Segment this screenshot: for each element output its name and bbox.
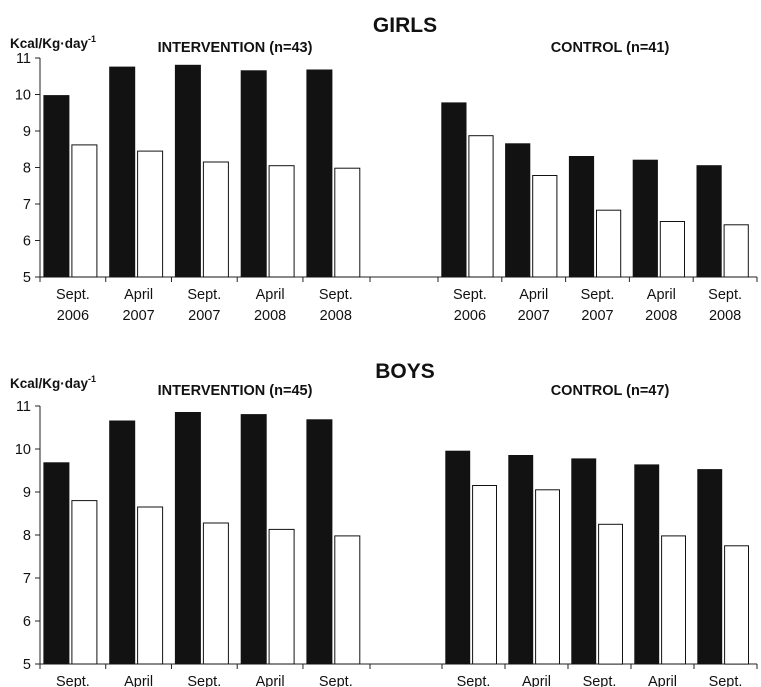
- bar-light: [334, 167, 361, 278]
- bar-dark: [697, 469, 723, 665]
- bar-light: [596, 209, 622, 278]
- bar-dark: [174, 64, 201, 278]
- x-category-label: April: [519, 287, 548, 303]
- x-category-label: 2007: [581, 308, 613, 324]
- bar-dark: [43, 95, 70, 278]
- bar-dark: [508, 455, 534, 665]
- x-category-label: 2007: [122, 308, 154, 324]
- y-tick-label: 8: [23, 528, 31, 544]
- bar-light: [661, 535, 686, 665]
- bar-dark: [43, 462, 70, 665]
- x-category-label: Sept.: [581, 287, 615, 303]
- y-axis-label: Kcal/Kg·day-1: [10, 34, 96, 51]
- y-tick-label: 6: [23, 234, 31, 250]
- bar-light: [137, 506, 164, 665]
- x-category-label: Sept.: [453, 287, 487, 303]
- bar-group-control: CONTROL (n=47)Sept.2006April2007Sept.200…: [441, 383, 758, 687]
- x-category-label: April: [124, 674, 153, 687]
- y-axis-label: Kcal/Kg·day-1: [10, 374, 96, 391]
- x-category-label: 2007: [518, 308, 550, 324]
- bar-light: [468, 135, 494, 278]
- bar-light: [535, 489, 560, 665]
- bar-light: [724, 545, 749, 665]
- bar-light: [71, 144, 98, 278]
- bar-light: [202, 161, 229, 278]
- bar-light: [71, 500, 98, 665]
- x-category-label: Sept.: [457, 674, 491, 687]
- y-tick-label: 5: [23, 657, 31, 673]
- y-tick-label: 11: [16, 51, 31, 67]
- x-category-label: 2006: [454, 308, 486, 324]
- chart-title: GIRLS: [373, 14, 437, 37]
- bar-light: [268, 165, 295, 278]
- group-label: CONTROL (n=41): [551, 40, 670, 56]
- group-label: INTERVENTION (n=43): [158, 40, 313, 56]
- x-category-label: 2006: [57, 308, 89, 324]
- y-tick-label: 7: [23, 571, 31, 587]
- x-category-label: April: [648, 674, 677, 687]
- x-category-label: April: [124, 287, 153, 303]
- x-category-label: Sept.: [56, 674, 90, 687]
- y-tick-label: 11: [16, 399, 31, 415]
- x-category-label: 2008: [645, 308, 677, 324]
- y-tick-label: 8: [23, 161, 31, 177]
- bar-light: [472, 485, 498, 665]
- bar-dark: [174, 412, 201, 665]
- y-tick-label: 10: [15, 88, 31, 104]
- x-category-label: 2008: [254, 308, 286, 324]
- x-category-label: Sept.: [56, 287, 90, 303]
- x-category-label: Sept.: [319, 287, 353, 303]
- x-category-label: 2007: [188, 308, 220, 324]
- bar-light: [268, 528, 295, 665]
- chart-title: BOYS: [375, 360, 435, 383]
- bar-light: [723, 224, 749, 278]
- bar-dark: [240, 414, 267, 665]
- x-category-label: April: [256, 674, 285, 687]
- chart-panel-girls: GIRLS Kcal/Kg·day-1 5 6 7 8 9 10 11 INTERVENTION …: [10, 14, 758, 324]
- y-tick-label: 9: [23, 485, 31, 501]
- bar-dark: [634, 464, 660, 665]
- x-category-label: Sept.: [709, 674, 743, 687]
- x-category-label: 2008: [709, 308, 741, 324]
- bar-light: [334, 535, 361, 665]
- y-tick-label: 9: [23, 124, 31, 140]
- bar-dark: [109, 420, 136, 665]
- bar-light: [598, 523, 623, 665]
- x-category-label: April: [522, 674, 551, 687]
- x-category-label: 2008: [320, 308, 352, 324]
- chart-panel-boys: BOYS Kcal/Kg·day-1 5 6 7 8 9 10 11 INTERVENTION (…: [10, 360, 758, 687]
- x-category-label: Sept.: [583, 674, 617, 687]
- bar-light: [202, 522, 229, 665]
- bar-group-control: CONTROL (n=41) Sept. 2006 April 2007 Sept. 200…: [437, 40, 758, 324]
- x-category-label: Sept.: [187, 674, 221, 687]
- bar-dark: [109, 66, 136, 278]
- x-category-label: April: [647, 287, 676, 303]
- bar-dark: [568, 156, 595, 278]
- x-category-label: Sept.: [319, 674, 353, 687]
- bar-dark: [445, 450, 471, 665]
- bar-dark: [696, 165, 722, 278]
- y-tick-label: 10: [15, 442, 31, 458]
- bar-dark: [571, 458, 597, 665]
- group-label: CONTROL (n=47): [551, 383, 670, 399]
- bar-dark: [632, 159, 658, 278]
- y-tick-label: 7: [23, 197, 31, 213]
- y-tick-label: 5: [23, 270, 31, 286]
- bar-group-intervention: INTERVENTION (n=43) Sept. 2006 April 2007 Sep…: [39, 40, 371, 324]
- x-category-label: April: [256, 287, 285, 303]
- x-category-label: Sept.: [708, 287, 742, 303]
- bar-dark: [441, 102, 467, 278]
- bar-light: [532, 175, 558, 278]
- bar-dark: [306, 69, 333, 278]
- bar-light: [659, 221, 685, 278]
- x-category-label: Sept.: [187, 287, 221, 303]
- bar-light: [137, 150, 164, 278]
- bar-group-intervention: INTERVENTION (n=45)Sept.2006April2007Sep…: [39, 383, 371, 687]
- bar-dark: [505, 143, 531, 278]
- bar-dark: [306, 419, 333, 665]
- bar-dark: [240, 70, 267, 278]
- y-tick-label: 6: [23, 614, 31, 630]
- group-label: INTERVENTION (n=45): [158, 383, 313, 399]
